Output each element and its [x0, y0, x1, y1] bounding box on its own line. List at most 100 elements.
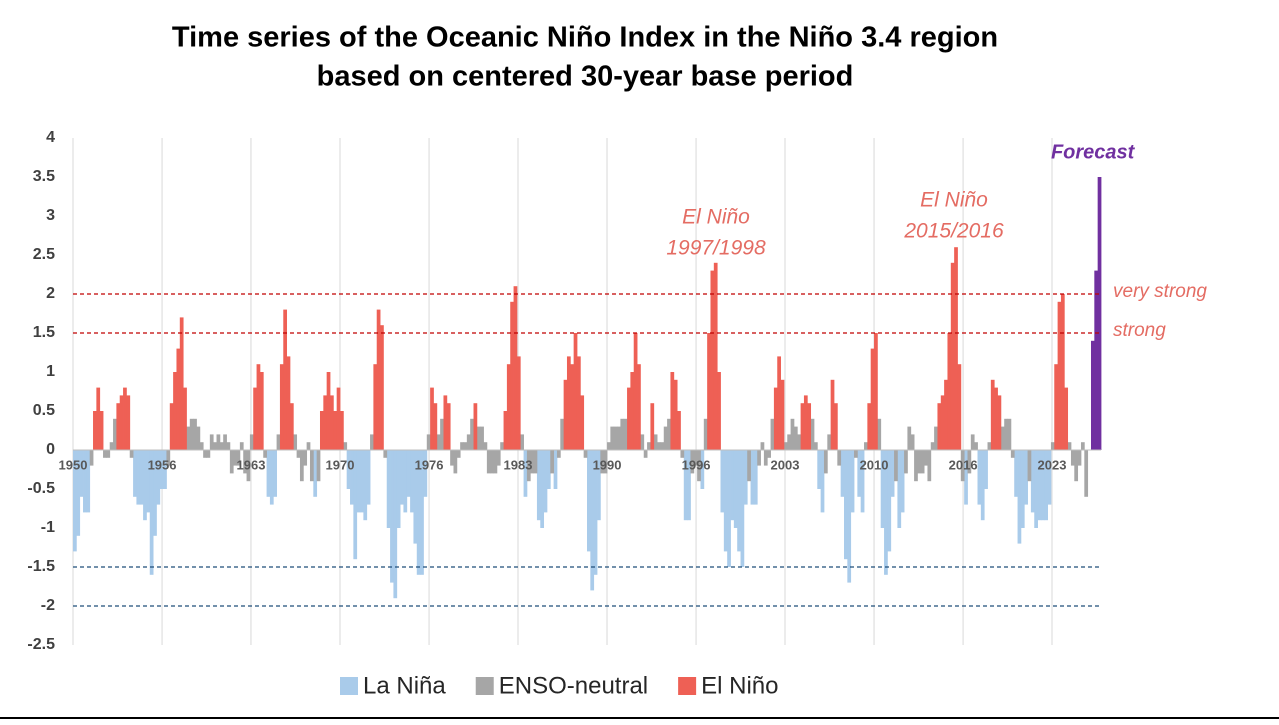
chart-title: based on centered 30-year base period — [317, 61, 854, 93]
bar — [206, 450, 211, 458]
bar — [423, 450, 428, 497]
bar — [854, 450, 858, 458]
bar — [677, 411, 681, 450]
bar — [113, 418, 117, 450]
bar — [907, 426, 912, 450]
bar — [810, 418, 815, 450]
bar — [623, 418, 628, 450]
bar — [934, 426, 938, 450]
bar — [550, 450, 555, 474]
y-tick-label: 1 — [46, 363, 55, 380]
bar — [119, 395, 124, 450]
bar — [760, 442, 765, 450]
bar — [400, 450, 404, 505]
bar — [396, 450, 401, 528]
legend-swatch — [678, 677, 697, 695]
bar — [717, 372, 721, 450]
bar — [243, 450, 247, 474]
x-tick-label: 2016 — [949, 457, 978, 472]
bar — [1090, 340, 1095, 450]
bar — [1070, 450, 1075, 466]
bar — [747, 450, 751, 482]
bar — [266, 450, 271, 497]
bar — [897, 450, 902, 528]
bar — [777, 356, 781, 450]
legend-swatch — [475, 677, 494, 695]
bar — [543, 450, 548, 513]
bar — [289, 403, 294, 450]
bar — [279, 364, 284, 450]
bar — [990, 379, 995, 450]
bar — [196, 426, 201, 450]
bar — [1060, 294, 1065, 450]
bar — [763, 450, 768, 466]
bar — [356, 450, 361, 513]
bar — [540, 450, 545, 528]
bar — [683, 450, 688, 521]
bar — [1004, 418, 1008, 450]
y-tick-label: 2 — [46, 285, 55, 302]
bar — [994, 387, 998, 450]
x-tick-label: 1963 — [237, 457, 266, 472]
bar — [293, 434, 298, 450]
annotation: 2015/2016 — [903, 220, 1004, 243]
bar — [647, 442, 651, 450]
bar — [503, 411, 508, 450]
bar — [486, 450, 491, 474]
bar — [944, 379, 948, 450]
x-tick-label: 1950 — [59, 457, 88, 472]
bar — [1040, 450, 1045, 521]
bar — [413, 450, 418, 544]
bar — [183, 387, 187, 450]
bar — [330, 395, 334, 450]
x-tick-label: 1976 — [415, 457, 444, 472]
bar — [877, 418, 882, 450]
bar — [506, 364, 511, 450]
bar — [360, 450, 364, 513]
reference-label: very strong — [1113, 281, 1207, 302]
bar — [576, 356, 581, 450]
bar — [193, 418, 197, 450]
bar — [373, 364, 378, 450]
bar — [820, 450, 825, 513]
bar — [964, 450, 968, 505]
bar — [513, 286, 518, 450]
bar — [947, 333, 952, 450]
bar — [340, 411, 344, 450]
bar — [693, 450, 698, 466]
bar — [887, 450, 892, 552]
bar — [303, 450, 308, 466]
bar — [720, 450, 725, 513]
bar — [703, 418, 708, 450]
bar — [96, 387, 101, 450]
bar — [690, 450, 695, 474]
bar — [500, 442, 504, 450]
bar — [710, 270, 715, 450]
bar — [346, 450, 351, 489]
bar — [490, 450, 494, 474]
bar — [753, 450, 758, 505]
bar — [1080, 442, 1085, 450]
bar — [93, 411, 97, 450]
bar — [864, 442, 868, 450]
bar — [236, 450, 241, 466]
x-tick-label: 2003 — [771, 457, 800, 472]
bar — [186, 426, 191, 450]
bar — [269, 450, 274, 505]
bar — [1024, 450, 1028, 505]
bar — [169, 403, 174, 450]
bar — [1054, 364, 1059, 450]
bar — [707, 333, 711, 450]
bar — [309, 450, 314, 482]
bar — [443, 395, 448, 450]
bar — [393, 450, 398, 599]
bar — [516, 356, 521, 450]
bar — [570, 364, 575, 450]
bar — [306, 442, 311, 450]
bar — [767, 450, 771, 458]
bar — [239, 442, 244, 450]
bar — [256, 364, 261, 450]
bar — [563, 379, 568, 450]
bar — [997, 395, 1002, 450]
bar — [166, 450, 171, 466]
